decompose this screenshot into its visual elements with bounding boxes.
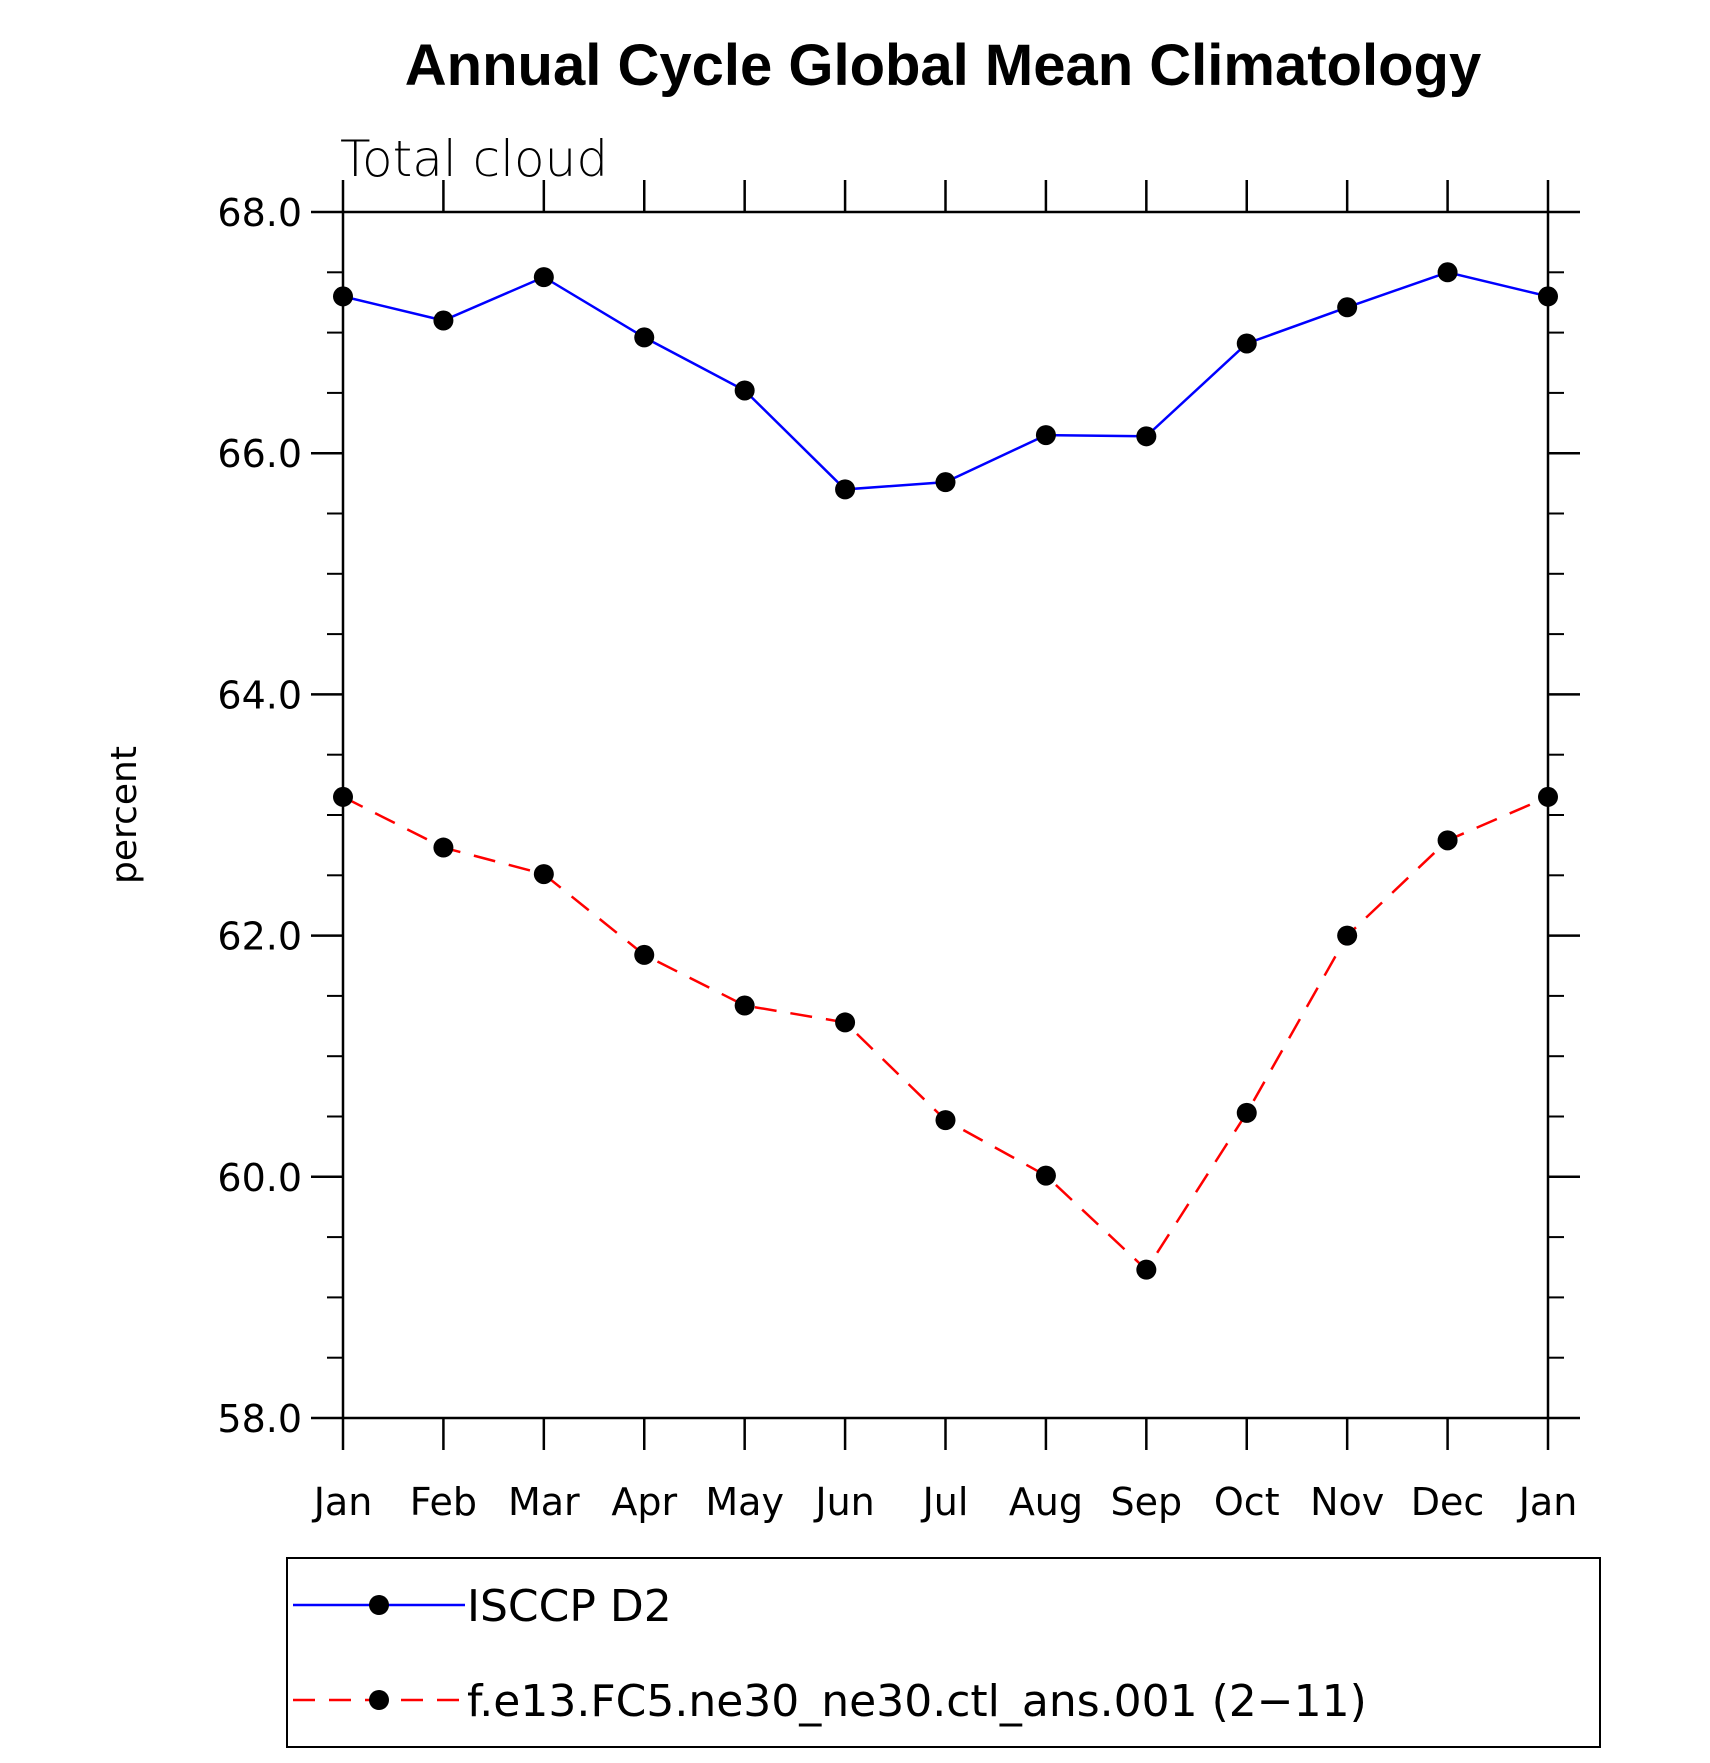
x-tick-label: Sep	[1111, 1480, 1183, 1524]
chart-title: Annual Cycle Global Mean Climatology	[405, 33, 1481, 98]
legend-marker-isccp	[369, 1595, 389, 1615]
series-line-0	[342, 270, 1549, 491]
data-point-series-0	[1437, 262, 1458, 283]
series-markers	[333, 262, 1558, 1280]
legend-label-model: f.e13.FC5.ne30_ne30.ctl_ans.001 (2−11)	[467, 1676, 1367, 1727]
chart-subtitle: Total cloud	[340, 130, 608, 188]
data-point-series-1	[333, 786, 353, 807]
x-tick-label: Jul	[921, 1480, 969, 1524]
y-tick-label: 58.0	[217, 1397, 302, 1441]
series-line-1	[342, 795, 1549, 1272]
data-point-series-1	[433, 837, 454, 858]
x-tick-label: Nov	[1310, 1480, 1384, 1524]
legend-box	[286, 1557, 1601, 1748]
data-point-series-0	[634, 327, 655, 348]
data-point-series-1	[1337, 925, 1358, 946]
data-point-series-0	[734, 380, 755, 401]
data-point-series-0	[1337, 297, 1358, 318]
y-tick-label: 62.0	[217, 915, 302, 959]
data-point-series-0	[333, 286, 353, 307]
y-tick-label: 66.0	[217, 432, 302, 476]
legend-marker-model	[369, 1690, 389, 1710]
x-tick-label: Feb	[410, 1480, 477, 1524]
legend: ISCCP D2 f.e13.FC5.ne30_ne30.ctl_ans.001…	[286, 1557, 1601, 1748]
data-point-series-0	[835, 479, 856, 500]
data-point-series-1	[634, 944, 655, 965]
axes: 58.0 60.0 62.0 64.0 66.0 68.0 Jan Feb Mar Apr May J…	[217, 180, 1580, 1524]
legend-label-isccp: ISCCP D2	[467, 1581, 672, 1632]
data-point-series-0	[1035, 425, 1056, 446]
data-point-series-1	[734, 995, 755, 1016]
data-point-series-0	[533, 267, 554, 288]
plot-frame	[341, 210, 1550, 1420]
data-point-series-1	[1437, 830, 1458, 851]
data-point-series-1	[533, 864, 554, 885]
data-point-series-0	[935, 472, 956, 493]
data-point-series-0	[1538, 286, 1558, 307]
x-tick-label: Jun	[813, 1480, 874, 1524]
data-point-series-1	[935, 1110, 956, 1131]
x-tick-label: Jan	[312, 1480, 373, 1524]
data-point-series-1	[1136, 1259, 1157, 1280]
data-point-series-0	[1136, 426, 1157, 447]
x-tick-label: Oct	[1214, 1480, 1280, 1524]
y-axis-label: percent	[104, 746, 145, 884]
x-tick-label: Mar	[508, 1480, 580, 1524]
data-point-series-1	[835, 1012, 856, 1033]
y-tick-label: 60.0	[217, 1156, 302, 1200]
data-point-series-1	[1538, 786, 1558, 807]
x-tick-label: Dec	[1411, 1480, 1485, 1524]
data-point-series-1	[1236, 1102, 1257, 1123]
x-tick-label: Apr	[611, 1480, 677, 1524]
y-tick-label: 68.0	[217, 191, 302, 235]
y-tick-label: 64.0	[217, 673, 302, 717]
x-tick-label: Aug	[1009, 1480, 1083, 1524]
x-tick-label: May	[705, 1480, 784, 1524]
data-point-series-1	[1035, 1165, 1056, 1186]
data-point-series-0	[1236, 333, 1257, 354]
data-point-series-0	[433, 310, 454, 331]
x-tick-label: Jan	[1517, 1480, 1578, 1524]
